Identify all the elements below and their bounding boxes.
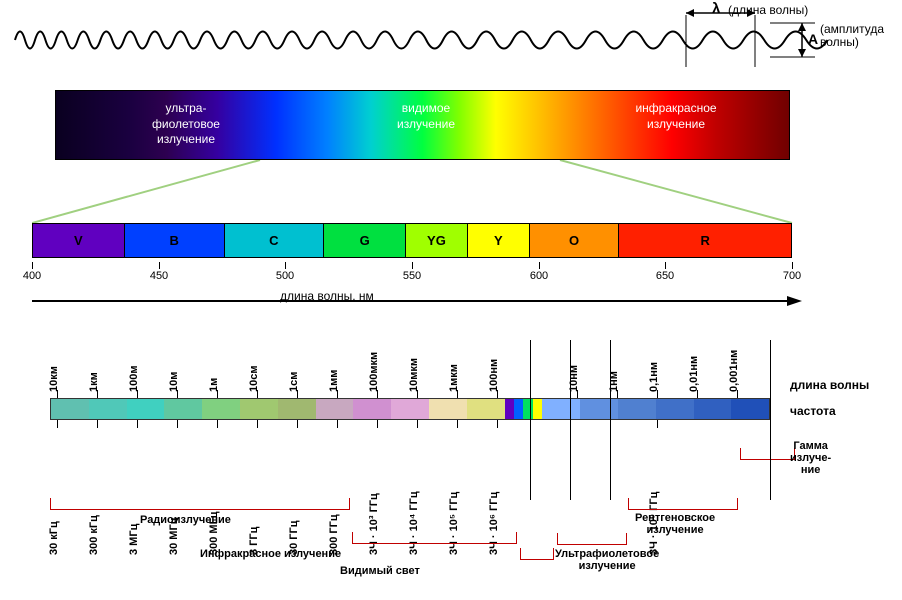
- scale-tick-label: 450: [150, 270, 168, 282]
- full-em-spectrum-bar: [50, 398, 770, 420]
- wavelength-tick-label: 0,1нм: [648, 362, 660, 392]
- frequency-tick-label: 300 кГц: [88, 515, 100, 555]
- frequency-tick-label: 3 МГц: [128, 524, 140, 555]
- bracket-label: Рентгеновскоеизлучение: [635, 512, 715, 536]
- scale-tick-label: 700: [783, 270, 801, 282]
- visible-band-cell: V: [33, 224, 125, 257]
- frequency-tick-label: 3Ч · 10⁴ ГГц: [408, 491, 420, 555]
- wavelength-tick-label: 10мкм: [408, 358, 420, 392]
- wavelength-tick-label: 1мм: [328, 370, 340, 392]
- wavelength-labels: 10км 1км 100м 10м 1м 10см 1см 1мм 100мкм 10мкм 1мк…: [50, 330, 770, 395]
- spectrum-bracket: [50, 498, 350, 510]
- visible-band-cell: G: [324, 224, 406, 257]
- spectrum-region-label: ультра-фиолетовоеизлучение: [106, 101, 266, 148]
- wavelength-scale: 400450500550600650700: [32, 262, 792, 282]
- spectrum-bracket: [520, 548, 554, 560]
- visible-band-cell: O: [530, 224, 620, 257]
- visible-band-cell: B: [125, 224, 225, 257]
- main-spectrum-bar: ультра-фиолетовоеизлучение видимоеизлучен…: [55, 90, 790, 160]
- amplitude-label: (амплитуда волны): [820, 23, 900, 49]
- bracket-label: Ультрафиолетовоеизлучение: [555, 548, 659, 572]
- bracket-label: Видимый свет: [340, 565, 420, 577]
- visible-spectrum-bar: VBCGYGYOR: [32, 223, 792, 258]
- wavelength-tick-label: 1мкм: [448, 364, 460, 392]
- wavelength-tick-label: 1м: [208, 378, 220, 392]
- wavelength-tick-label: 0,01нм: [688, 356, 700, 392]
- bracket-label: Радиоизлучение: [140, 514, 231, 526]
- spectrum-bracket: [352, 532, 517, 544]
- bracket-label: Гаммаизлуче-ние: [790, 440, 831, 476]
- visible-band-cell: Y: [468, 224, 530, 257]
- frequency-tick-label: 3Ч · 10³ ГГц: [368, 493, 380, 555]
- wavelength-tick-label: 100м: [128, 366, 140, 393]
- visible-band-cell: YG: [406, 224, 468, 257]
- frequency-axis-label: частота: [790, 404, 836, 418]
- lambda-label: (длина волны): [728, 3, 808, 17]
- scale-tick-label: 600: [530, 270, 548, 282]
- wavelength-tick-label: 0,001нм: [728, 350, 740, 392]
- spectrum-bracket: [628, 498, 738, 510]
- frequency-tick-label: 30 кГц: [48, 521, 60, 555]
- wavelength-tick-label: 100нм: [488, 359, 500, 392]
- frequency-tick-label: 3Ч · 10⁵ ГГц: [448, 492, 460, 555]
- amplitude-symbol: A: [808, 31, 818, 47]
- wave-diagram: λ (длина волны) A (амплитуда волны): [10, 5, 890, 75]
- scale-tick-label: 400: [23, 270, 41, 282]
- wavelength-tick-label: 10см: [248, 366, 260, 393]
- spectrum-region-label: инфракрасноеизлучение: [596, 101, 756, 132]
- spectrum-region-label: видимоеизлучение: [361, 101, 491, 132]
- spectrum-bracket: [740, 448, 795, 460]
- scale-tick-label: 500: [276, 270, 294, 282]
- axis-arrow: [32, 296, 802, 306]
- wavelength-tick-label: 100мкм: [368, 352, 380, 392]
- visible-band-cell: R: [619, 224, 791, 257]
- visible-band-cell: C: [225, 224, 325, 257]
- scale-tick-label: 550: [403, 270, 421, 282]
- wavelength-tick-label: 10м: [168, 372, 180, 392]
- lambda-symbol: λ: [712, 0, 720, 17]
- wavelength-axis-label: длина волны: [790, 378, 869, 392]
- projection-rays: [32, 160, 802, 225]
- scale-tick-label: 650: [656, 270, 674, 282]
- wavelength-tick-label: 1км: [88, 372, 100, 392]
- wavelength-tick-label: 10км: [48, 366, 60, 392]
- wavelength-tick-label: 1см: [288, 372, 300, 392]
- spectrum-bracket: [557, 533, 627, 545]
- bracket-label: Инфракрасное излучение: [200, 548, 341, 560]
- frequency-labels: 30 кГц300 кГц3 МГц30 МГц300 МГц3 ГГц30 Г…: [50, 423, 770, 493]
- frequency-tick-label: 3Ч · 10⁶ ГГц: [488, 492, 500, 555]
